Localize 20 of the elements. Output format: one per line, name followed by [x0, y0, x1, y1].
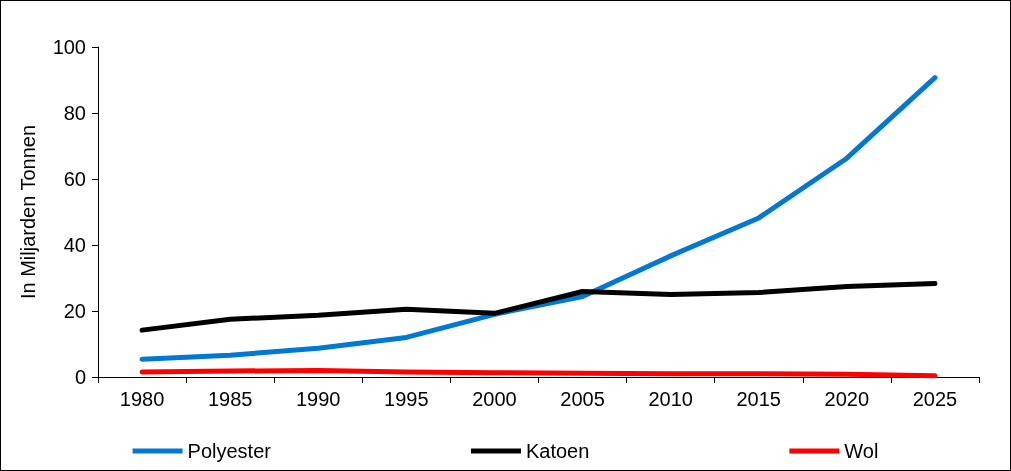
x-tick-label: 1985 — [207, 388, 253, 410]
x-tick-label: 1980 — [119, 388, 165, 410]
x-tick-label: 2015 — [736, 388, 781, 410]
y-tick-label: 100 — [52, 36, 86, 58]
y-tick-label: 60 — [63, 168, 86, 190]
y-axis-title: In Miljarden Tonnen — [17, 124, 39, 300]
x-tick-label: 2005 — [560, 388, 605, 410]
y-tick-label: 40 — [63, 234, 86, 256]
x-tick-label: 2025 — [912, 388, 958, 410]
legend-label: Polyester — [187, 440, 272, 462]
y-tick-label: 0 — [74, 366, 86, 388]
y-tick-label: 20 — [63, 300, 86, 322]
x-tick-label: 1995 — [384, 388, 429, 410]
x-tick-label: 2000 — [472, 388, 517, 410]
legend-label: Wol — [844, 440, 879, 462]
x-tick-label: 2010 — [648, 388, 693, 410]
x-tick-label: 1990 — [296, 388, 341, 410]
legend-label: Katoen — [525, 440, 590, 462]
x-tick-label: 2020 — [824, 388, 870, 410]
y-tick-label: 80 — [63, 102, 86, 124]
